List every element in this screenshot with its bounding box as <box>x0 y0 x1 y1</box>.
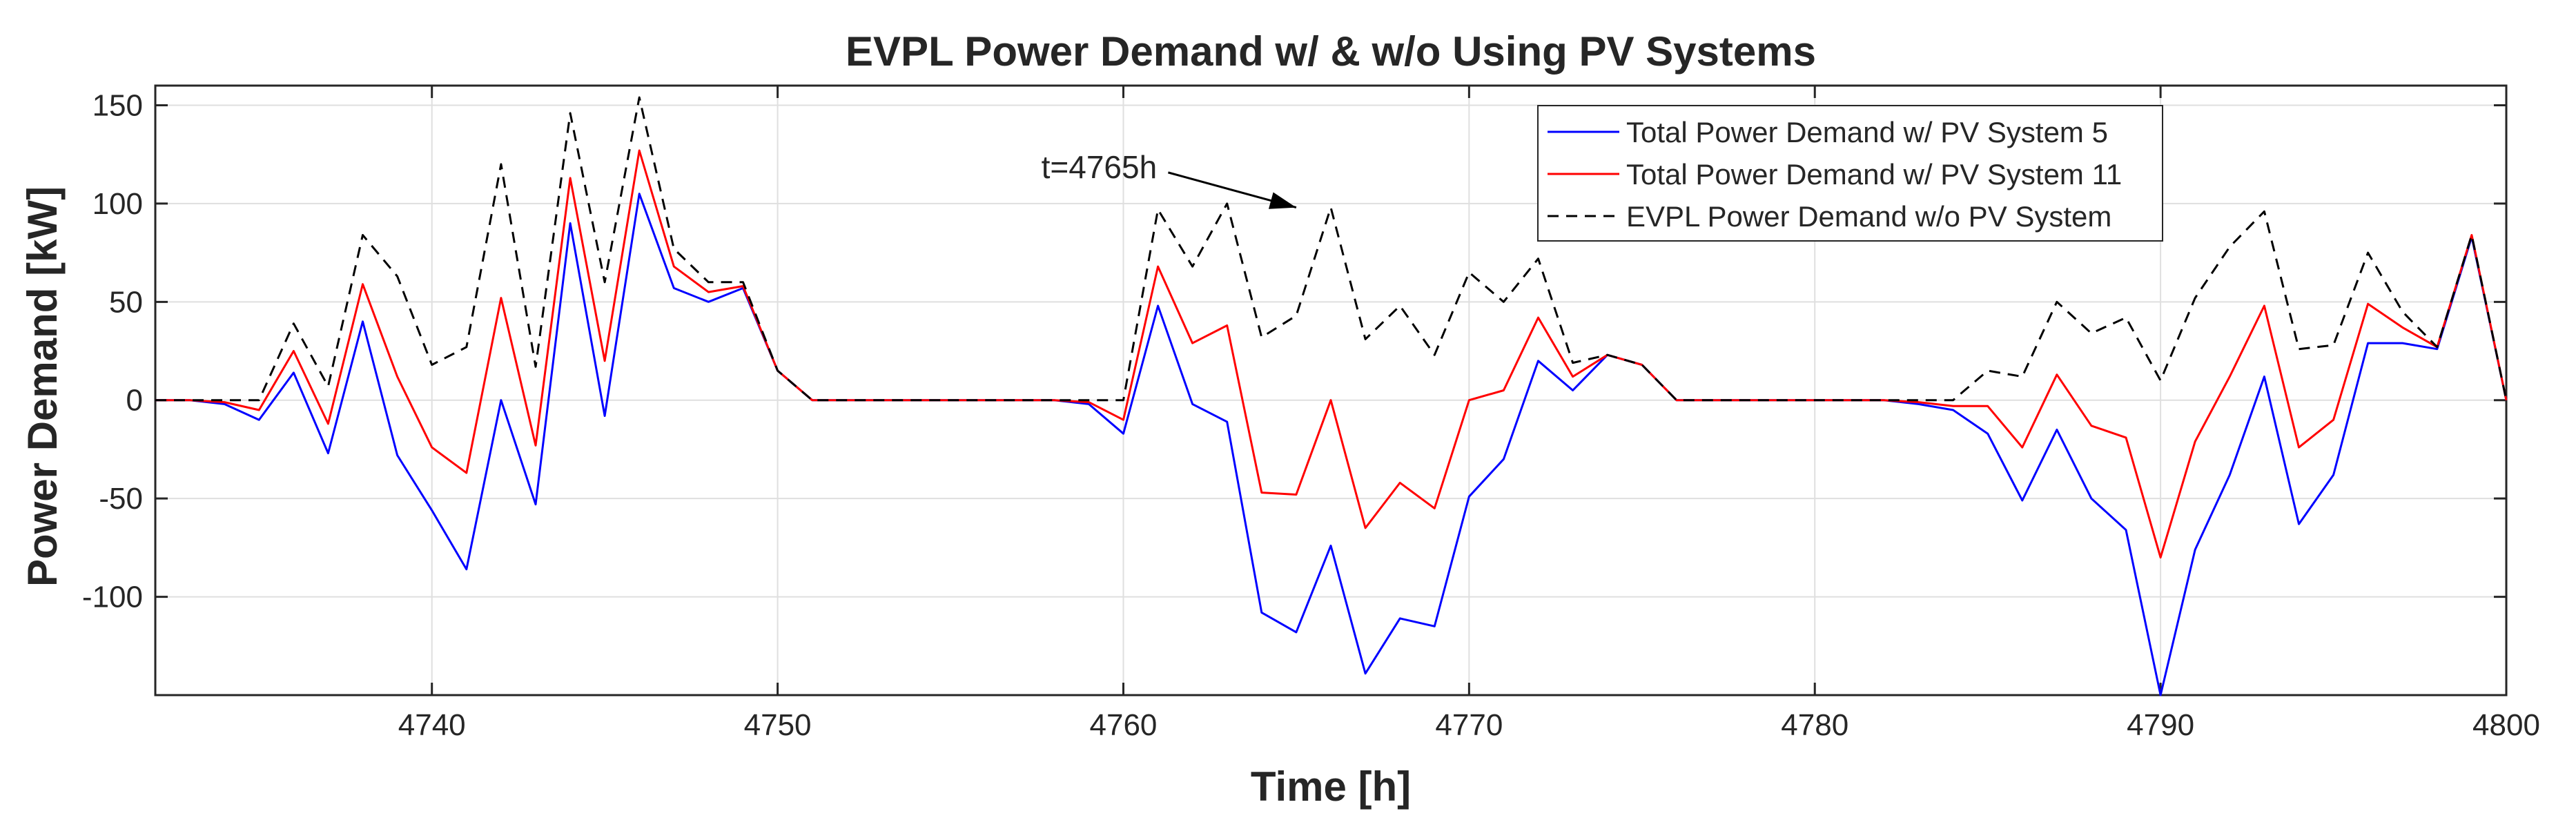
series-line-total-power-demand-w-pv-system-5 <box>155 193 2508 696</box>
y-tick-label: -100 <box>82 581 143 614</box>
y-tick-label: 100 <box>92 187 143 221</box>
legend-box <box>1537 105 2163 242</box>
legend-label: Total Power Demand w/ PV System 5 <box>1626 116 2108 148</box>
y-axis-label: Power Demand [kW] <box>19 186 66 587</box>
legend-label: Total Power Demand w/ PV System 11 <box>1626 158 2122 191</box>
series-line-total-power-demand-w-pv-system-11 <box>155 149 2508 559</box>
x-tick-label: 4780 <box>1781 708 1848 742</box>
series-lines <box>155 96 2508 696</box>
annotation-arrow-head <box>1268 192 1296 209</box>
x-tick-label: 4750 <box>744 708 812 742</box>
chart-title: EVPL Power Demand w/ & w/o Using PV Syst… <box>846 28 1816 75</box>
x-tick-label: 4740 <box>398 708 466 742</box>
legend: Total Power Demand w/ PV System 5 Total P… <box>1537 105 2163 242</box>
x-tick-label: 4770 <box>1435 708 1503 742</box>
y-tick-label: 50 <box>109 285 143 319</box>
annotation-group: t=4765h <box>1042 149 1297 209</box>
plot-area-frame <box>154 84 2508 696</box>
x-axis-ticks: 4740 4750 4760 4770 4780 4790 4800 <box>398 86 2540 742</box>
series-line-evpl-power-demand-w-o-pv-system <box>155 96 2508 402</box>
x-tick-label: 4790 <box>2127 708 2194 742</box>
y-tick-label: 150 <box>92 88 143 122</box>
x-tick-label: 4760 <box>1090 708 1158 742</box>
y-tick-label: 0 <box>126 384 143 418</box>
y-tick-label: -50 <box>99 482 143 516</box>
legend-label: EVPL Power Demand w/o PV System <box>1626 200 2111 233</box>
annotation-label: t=4765h <box>1042 149 1158 185</box>
x-axis-label: Time [h] <box>1251 763 1411 810</box>
y-axis-ticks: -100 -50 0 50 100 150 <box>82 88 2506 614</box>
x-tick-label: 4800 <box>2472 708 2540 742</box>
